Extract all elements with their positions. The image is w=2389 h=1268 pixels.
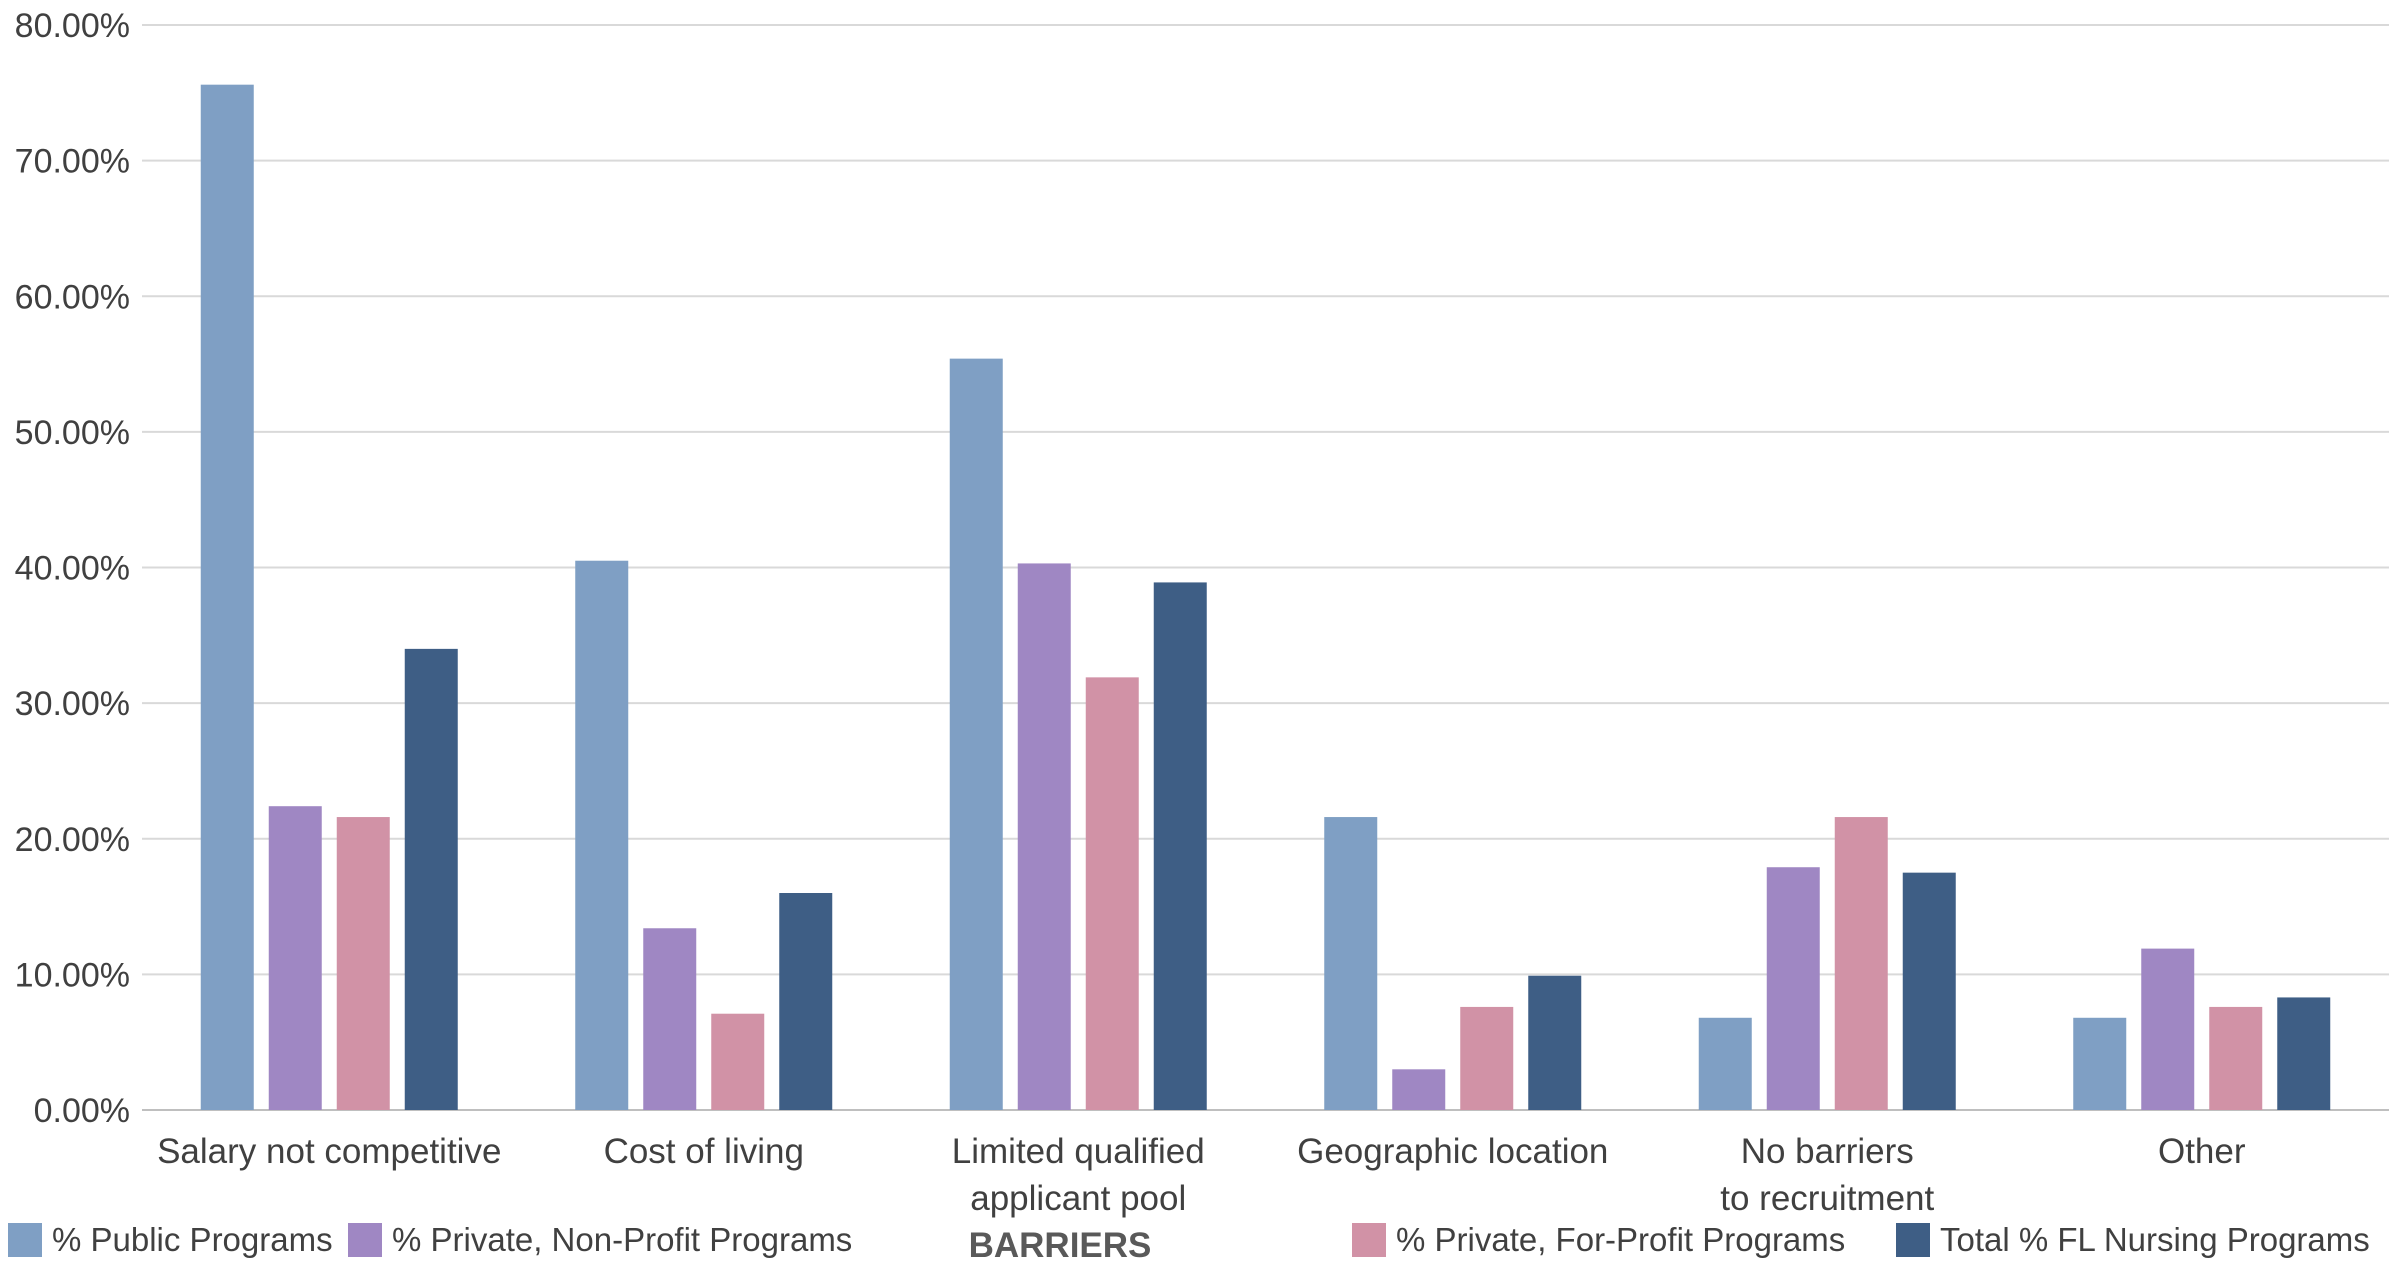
- bar: [711, 1013, 765, 1110]
- legend-item-private-forprofit: % Private, For-Profit Programs: [1352, 1218, 1845, 1262]
- bar: [643, 928, 697, 1110]
- x-tick-label: Geographic location: [1297, 1132, 1608, 1171]
- bar: [1085, 677, 1139, 1110]
- x-axis-title: BARRIERS: [968, 1226, 1152, 1265]
- legend-swatch-total: [1896, 1223, 1930, 1257]
- legend-item-total: Total % FL Nursing Programs: [1896, 1218, 2370, 1262]
- bars: [200, 84, 2331, 1110]
- bar: [2141, 948, 2195, 1110]
- bar: [1528, 975, 1582, 1110]
- legend-swatch-private-nonprofit: [348, 1223, 382, 1257]
- bar: [2209, 1006, 2263, 1110]
- x-axis-labels: Salary not competitive Cost of living Limi…: [157, 1132, 2246, 1218]
- y-tick-label: 10.00%: [15, 956, 130, 994]
- y-tick-label: 30.00%: [15, 685, 130, 723]
- legend-swatch-private-forprofit: [1352, 1223, 1386, 1257]
- y-tick-label: 80.00%: [15, 7, 130, 45]
- bar: [1324, 817, 1378, 1110]
- y-tick-label: 70.00%: [15, 143, 130, 181]
- bar: [268, 806, 322, 1110]
- bar: [1902, 872, 1956, 1110]
- bar: [2277, 997, 2331, 1110]
- bar: [404, 648, 458, 1110]
- legend-swatch-public: [8, 1223, 42, 1257]
- legend-item-private-nonprofit: % Private, Non-Profit Programs: [348, 1218, 852, 1262]
- gridlines: [142, 24, 2389, 1111]
- legend-label-public: % Public Programs: [52, 1221, 333, 1258]
- x-tick-label: Salary not competitive: [157, 1132, 501, 1171]
- bar: [200, 84, 254, 1110]
- y-tick-label: 0.00%: [34, 1092, 130, 1130]
- y-tick-label: 60.00%: [15, 278, 130, 316]
- x-tick-label: Other: [2158, 1132, 2246, 1171]
- bar: [575, 560, 629, 1110]
- y-tick-label: 50.00%: [15, 414, 130, 452]
- y-tick-label: 40.00%: [15, 550, 130, 588]
- bar: [1017, 563, 1071, 1110]
- x-tick-label: No barriers to recruitment: [1720, 1132, 1934, 1218]
- bar: [1766, 867, 1820, 1110]
- bar: [1153, 582, 1207, 1110]
- x-tick-label: Limited qualified applicant pool: [952, 1132, 1205, 1218]
- bar: [336, 817, 390, 1110]
- bar: [1834, 817, 1888, 1110]
- bar: [1460, 1006, 1514, 1110]
- x-tick-label: Cost of living: [604, 1132, 804, 1171]
- y-axis-ticks: 0.00% 10.00% 20.00% 30.00% 40.00% 50.00% 60.00…: [15, 7, 130, 1130]
- bar: [2073, 1017, 2127, 1110]
- legend: % Public Programs % Private, Non-Profit …: [0, 1218, 2389, 1262]
- bar: [1698, 1017, 1752, 1110]
- y-tick-label: 20.00%: [15, 821, 130, 859]
- legend-label-private-forprofit: % Private, For-Profit Programs: [1396, 1221, 1846, 1258]
- bar: [779, 893, 833, 1110]
- legend-label-private-nonprofit: % Private, Non-Profit Programs: [392, 1221, 853, 1258]
- legend-label-total: Total % FL Nursing Programs: [1940, 1221, 2370, 1258]
- legend-item-public: % Public Programs: [8, 1218, 333, 1262]
- bar: [1392, 1069, 1446, 1110]
- bar: [949, 358, 1003, 1110]
